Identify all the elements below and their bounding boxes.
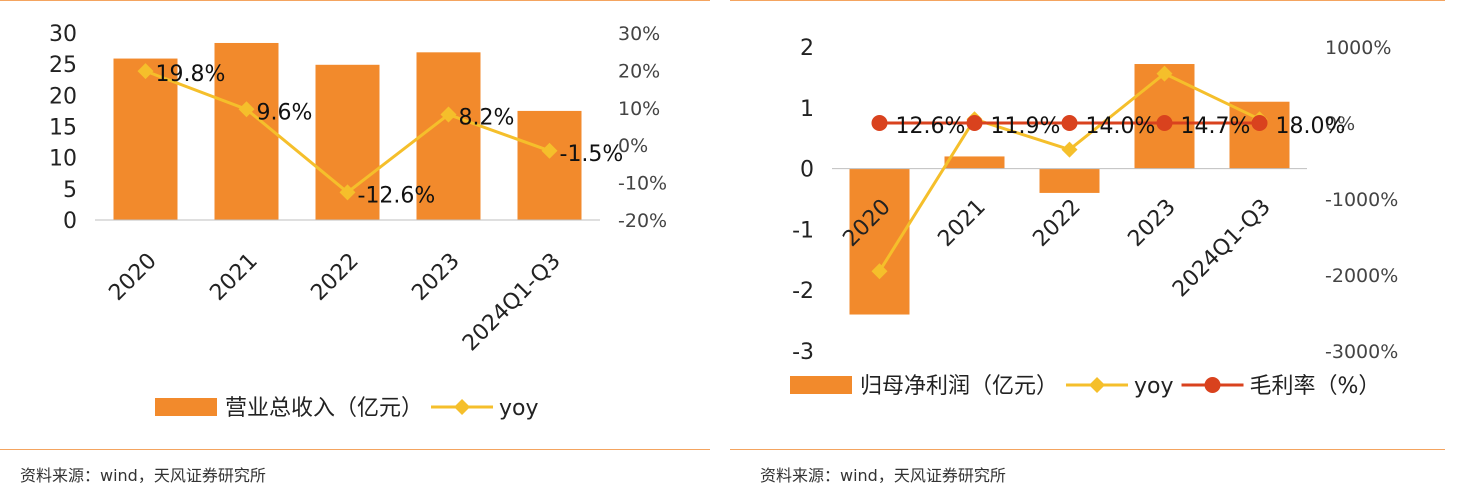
- yoy-marker: [1156, 65, 1173, 82]
- net-profit-chart-panel: -3 -2 -1 0 1 2 -3000% -2000% -1000% 0% 1000% 2020 20…: [730, 0, 1460, 492]
- bar: [517, 110, 582, 220]
- left-axis-tick-label: -1: [792, 218, 814, 243]
- left-axis-tick-label: 25: [49, 53, 77, 78]
- left-axis-tick-label: -3: [792, 340, 814, 365]
- bar: [113, 58, 178, 220]
- yoy-marker: [871, 263, 888, 280]
- bottom-rule: [0, 449, 710, 450]
- right-axis-tick-label: 1000%: [1325, 37, 1391, 59]
- bar: [416, 52, 481, 220]
- legend-label: yoy: [1134, 374, 1174, 399]
- bar: [944, 156, 1005, 169]
- yoy-marker: [339, 184, 356, 201]
- left-axis-tick-label: -2: [792, 279, 814, 304]
- category-label: 2024Q1-Q3: [458, 249, 566, 357]
- right-axis-tick-label: -2000%: [1325, 265, 1398, 287]
- legend-swatch-bar: [790, 376, 852, 394]
- right-axis-tick-label: 10%: [618, 98, 660, 120]
- legend-marker: [1089, 377, 1106, 393]
- source-note: 资料来源：wind，天风证券研究所: [760, 466, 1006, 485]
- category-label: 2021: [205, 249, 262, 306]
- data-label: 12.6%: [896, 114, 966, 139]
- revenue-chart: 0 5 10 15 20 25 30 -20% -10% 0% 10% 20% 30% 2020 2021 2…: [49, 22, 667, 421]
- category-label: 2023: [1123, 195, 1180, 252]
- data-label: 9.6%: [257, 100, 313, 125]
- left-axis-tick-label: 15: [49, 116, 77, 141]
- category-label: 2023: [407, 249, 464, 306]
- top-rule: [0, 0, 710, 1]
- right-axis-tick-label: -1000%: [1325, 189, 1398, 211]
- category-label: 2022: [306, 249, 363, 306]
- bottom-rule: [730, 449, 1445, 450]
- legend-label: 毛利率（%）: [1250, 374, 1381, 399]
- yoy-marker: [238, 101, 255, 118]
- data-label: -1.5%: [560, 142, 624, 167]
- left-axis-tick-label: 0: [63, 209, 77, 234]
- bar: [1039, 168, 1100, 193]
- margin-marker: [966, 115, 983, 131]
- margin-marker: [1061, 115, 1078, 131]
- left-axis-tick-label: 10: [49, 147, 77, 172]
- right-axis-tick-label: -3000%: [1325, 341, 1398, 363]
- left-axis-tick-label: 2: [800, 36, 814, 61]
- legend-swatch-bar: [155, 398, 217, 416]
- data-label: -12.6%: [358, 183, 436, 208]
- data-label: 19.8%: [156, 62, 226, 87]
- category-label: 2020: [104, 249, 161, 306]
- data-label: 11.9%: [991, 114, 1061, 139]
- legend-marker: [1204, 377, 1221, 393]
- yoy-marker: [1061, 141, 1078, 158]
- left-axis-tick-label: 5: [63, 178, 77, 203]
- legend-label: 营业总收入（亿元）: [225, 396, 423, 421]
- left-axis-tick-label: 20: [49, 84, 77, 109]
- left-axis-tick-label: 0: [800, 158, 814, 183]
- category-label: 2024Q1-Q3: [1168, 195, 1276, 303]
- yoy-marker: [440, 106, 457, 123]
- source-note: 资料来源：wind，天风证券研究所: [20, 466, 266, 485]
- right-axis-tick-label: 0%: [618, 135, 648, 157]
- margin-marker: [1251, 115, 1268, 131]
- data-label: 8.2%: [459, 106, 515, 131]
- legend-label: yoy: [499, 396, 539, 421]
- category-label: 2022: [1028, 195, 1085, 252]
- right-axis-tick-label: -10%: [618, 173, 667, 195]
- left-axis-tick-label: 1: [800, 97, 814, 122]
- legend-label: 归母净利润（亿元）: [860, 374, 1058, 399]
- legend-marker: [454, 399, 471, 415]
- right-axis-tick-label: 30%: [618, 23, 660, 45]
- right-axis-tick-label: 20%: [618, 60, 660, 82]
- data-label: 18.0%: [1276, 114, 1346, 139]
- margin-marker: [1156, 115, 1173, 131]
- right-axis-tick-label: -20%: [618, 210, 667, 232]
- yoy-marker: [137, 63, 154, 80]
- margin-marker: [871, 115, 888, 131]
- yoy-marker: [541, 142, 558, 159]
- left-axis-tick-label: 30: [49, 22, 77, 47]
- data-label: 14.0%: [1086, 114, 1156, 139]
- data-label: 14.7%: [1181, 114, 1251, 139]
- right-axis-tick-label: 0%: [1325, 113, 1355, 135]
- revenue-chart-panel: 0 5 10 15 20 25 30 -20% -10% 0% 10% 20% 30% 2020 2021 2…: [0, 0, 720, 492]
- top-rule: [730, 0, 1445, 1]
- category-label: 2021: [933, 195, 990, 252]
- bar: [214, 42, 279, 221]
